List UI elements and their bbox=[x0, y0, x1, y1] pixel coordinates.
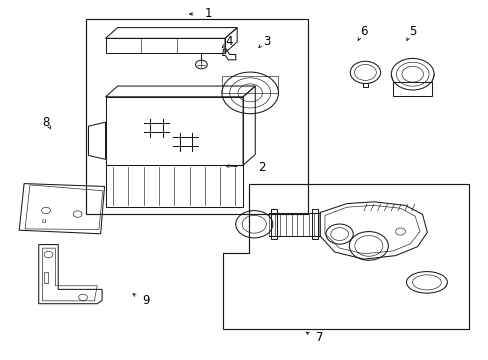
Text: 1: 1 bbox=[204, 7, 211, 20]
Text: 4: 4 bbox=[224, 35, 232, 49]
Bar bbox=[43, 272, 47, 283]
Text: 6: 6 bbox=[360, 25, 367, 38]
Bar bbox=[86, 19, 307, 214]
Bar bbox=[105, 165, 243, 207]
Text: u: u bbox=[41, 218, 46, 224]
Bar bbox=[312, 209, 318, 239]
Bar bbox=[270, 209, 276, 239]
Text: 8: 8 bbox=[42, 116, 49, 129]
Text: 2: 2 bbox=[257, 161, 265, 174]
Bar bbox=[362, 83, 367, 87]
Text: 7: 7 bbox=[316, 331, 323, 344]
Text: 5: 5 bbox=[408, 25, 416, 38]
Bar bbox=[393, 82, 431, 96]
Text: 9: 9 bbox=[142, 294, 149, 307]
Text: 3: 3 bbox=[262, 35, 269, 49]
